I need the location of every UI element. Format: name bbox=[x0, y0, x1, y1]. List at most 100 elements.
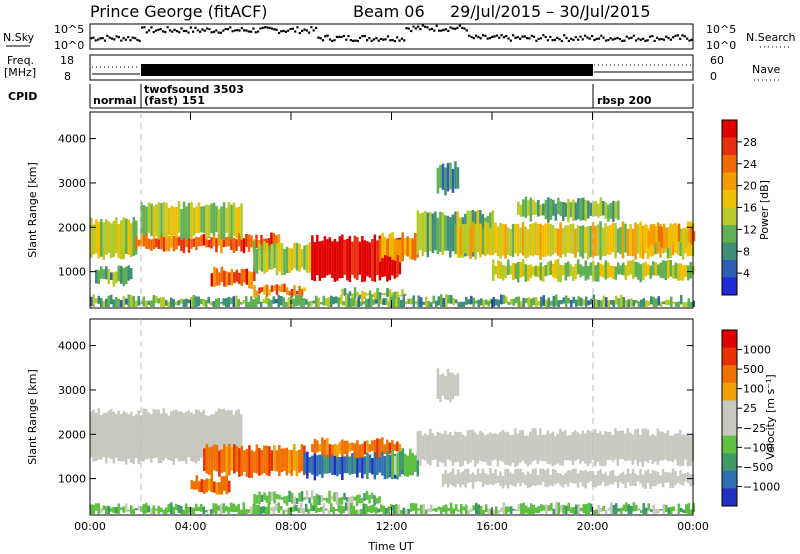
heatmap-cell bbox=[687, 228, 691, 243]
heatmap-cell bbox=[400, 299, 403, 307]
heatmap-cell bbox=[481, 228, 485, 255]
heatmap-cell bbox=[258, 243, 261, 270]
heatmap-cell bbox=[203, 448, 206, 472]
heatmap-cell bbox=[366, 440, 369, 452]
heatmap-cell bbox=[586, 429, 590, 466]
colorbar-segment bbox=[722, 260, 737, 278]
heatmap-cell bbox=[277, 234, 281, 248]
heatmap-cell bbox=[456, 469, 460, 484]
heatmap-cell bbox=[363, 240, 367, 282]
heatmap-cell bbox=[457, 509, 460, 512]
heatmap-cell bbox=[388, 235, 392, 281]
heatmap-cell bbox=[260, 301, 263, 307]
heatmap-cell bbox=[562, 265, 565, 276]
heatmap-cell bbox=[215, 444, 219, 472]
noise-point bbox=[449, 26, 452, 29]
heatmap-cell bbox=[202, 299, 205, 307]
heatmap-cell bbox=[674, 471, 677, 486]
heatmap-cell bbox=[351, 453, 354, 474]
heatmap-cell bbox=[531, 223, 535, 257]
heatmap-cell bbox=[420, 297, 423, 307]
heatmap-cell bbox=[160, 413, 163, 464]
heatmap-cell bbox=[147, 412, 150, 459]
heatmap-cell bbox=[272, 296, 275, 304]
heatmap-cell bbox=[356, 440, 359, 459]
heatmap-cell bbox=[441, 212, 445, 255]
colorbar-segment bbox=[722, 190, 737, 208]
heatmap-cell bbox=[347, 295, 350, 307]
noise-point bbox=[361, 35, 364, 38]
heatmap-cell bbox=[155, 204, 158, 237]
noise-point bbox=[477, 35, 480, 39]
heatmap-cell bbox=[311, 455, 314, 475]
noise-point bbox=[421, 24, 424, 27]
heatmap-cell bbox=[446, 368, 450, 401]
heatmap-cell bbox=[290, 295, 293, 305]
heatmap-cell bbox=[631, 228, 635, 257]
heatmap-cell bbox=[200, 206, 203, 233]
colorbar-tick-label: 500 bbox=[743, 363, 764, 376]
heatmap-cell bbox=[177, 505, 180, 513]
heatmap-cell bbox=[170, 502, 173, 514]
heatmap-cell bbox=[397, 297, 400, 307]
heatmap-cell bbox=[412, 295, 415, 307]
heatmap-cell bbox=[552, 295, 555, 307]
heatmap-cell bbox=[283, 496, 286, 504]
heatmap-cell bbox=[514, 223, 517, 254]
heatmap-cell bbox=[499, 471, 502, 486]
heatmap-cell bbox=[381, 292, 384, 296]
heatmap-cell bbox=[225, 207, 228, 233]
noise-point bbox=[148, 29, 151, 32]
noise-point bbox=[384, 38, 387, 41]
noise-point bbox=[275, 28, 278, 31]
heatmap-cell bbox=[105, 506, 108, 514]
heatmap-cell bbox=[681, 434, 685, 466]
heatmap-cell bbox=[609, 431, 612, 460]
heatmap-cell bbox=[170, 205, 173, 239]
heatmap-cell bbox=[427, 301, 430, 307]
heatmap-cell bbox=[541, 225, 545, 257]
heatmap-cell bbox=[255, 297, 258, 307]
heatmap-cell bbox=[546, 468, 550, 487]
heatmap-cell bbox=[626, 228, 630, 256]
heatmap-cell bbox=[283, 283, 286, 293]
heatmap-cell bbox=[619, 430, 622, 460]
heatmap-cell bbox=[165, 299, 168, 306]
heatmap-cell bbox=[590, 503, 593, 512]
heatmap-cell bbox=[486, 434, 490, 466]
heatmap-cell bbox=[517, 296, 520, 307]
heatmap-cell bbox=[203, 479, 206, 494]
noise-point bbox=[683, 35, 686, 38]
heatmap-cell bbox=[150, 300, 153, 307]
noise-point bbox=[268, 26, 271, 29]
station-title: Prince George (fitACF) bbox=[90, 2, 268, 21]
heatmap-cell bbox=[142, 408, 145, 462]
heatmap-cell bbox=[187, 410, 190, 458]
heatmap-cell bbox=[343, 288, 347, 296]
heatmap-cell bbox=[200, 299, 203, 305]
heatmap-cell bbox=[519, 227, 522, 254]
heatmap-cell bbox=[267, 298, 270, 307]
heatmap-cell bbox=[440, 294, 443, 307]
colorbar-tick-label: −1000 bbox=[743, 480, 780, 493]
freq-panel-frame bbox=[89, 54, 694, 81]
heatmap-cell bbox=[92, 409, 95, 462]
heatmap-cell bbox=[117, 410, 120, 462]
heatmap-cell bbox=[476, 228, 480, 253]
heatmap-cell bbox=[282, 510, 285, 514]
heatmap-cell bbox=[311, 235, 314, 281]
noise-point bbox=[488, 37, 492, 40]
heatmap-cell bbox=[220, 409, 223, 465]
heatmap-cell bbox=[368, 242, 372, 278]
heatmap-cell bbox=[511, 473, 515, 486]
heatmap-cell bbox=[532, 266, 535, 276]
heatmap-cell bbox=[675, 227, 678, 243]
heatmap-cell bbox=[135, 508, 138, 511]
heatmap-cell bbox=[459, 431, 462, 467]
noise-point bbox=[168, 29, 172, 32]
heatmap-cell bbox=[225, 410, 228, 459]
heatmap-cell bbox=[107, 268, 110, 285]
heatmap-cell bbox=[472, 297, 475, 307]
heatmap-cell bbox=[155, 409, 158, 458]
